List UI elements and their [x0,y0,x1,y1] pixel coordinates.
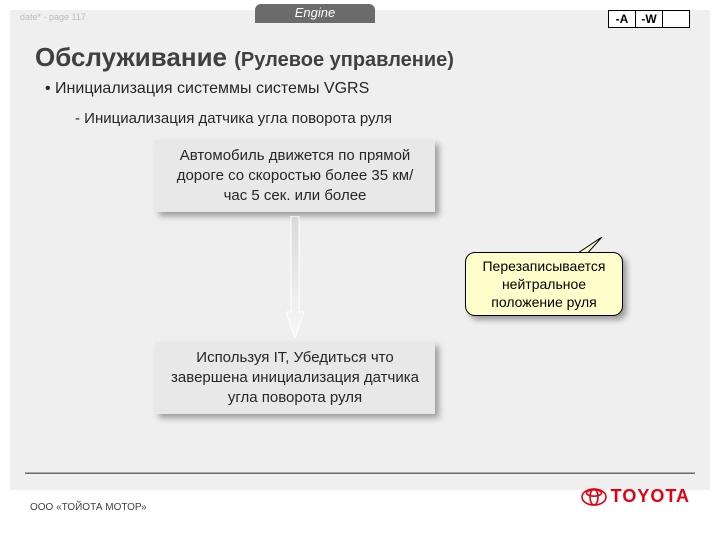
market-code-blank [662,10,690,28]
page-mark: date* - page 117 [20,12,86,22]
toyota-logo: TOYOTA [581,486,690,507]
toyota-emblem-icon [581,488,607,506]
toyota-wordmark: TOYOTA [611,486,690,507]
slide: Engine date* - page 117 -A -W Обслуживан… [0,0,720,540]
flow-step-2: Используя IT, Убедиться что завершена ин… [155,342,435,414]
callout-note: Перезаписывается нейтральное положение р… [465,252,623,316]
market-codes: -A -W [609,10,690,28]
market-code-w: -W [635,10,663,28]
bullet-level-1: • Инициализация системмы системы VGRS [45,80,369,98]
title-sub: (Рулевое управление) [234,49,454,71]
footer-company: ООО «ТОЙОТА МОТОР» [30,502,147,513]
bullet-level-2: - Инициализация датчика угла поворота ру… [75,110,392,127]
engine-tab: Engine [255,4,375,23]
flow-arrow-down-icon [286,216,304,343]
flow-step-1: Автомобиль движется по прямой дороге со … [155,140,435,212]
title-main: Обслуживание [35,42,227,72]
market-code-a: -A [608,10,636,28]
page-title: Обслуживание (Рулевое управление) [35,42,454,73]
footer-divider [25,472,695,474]
